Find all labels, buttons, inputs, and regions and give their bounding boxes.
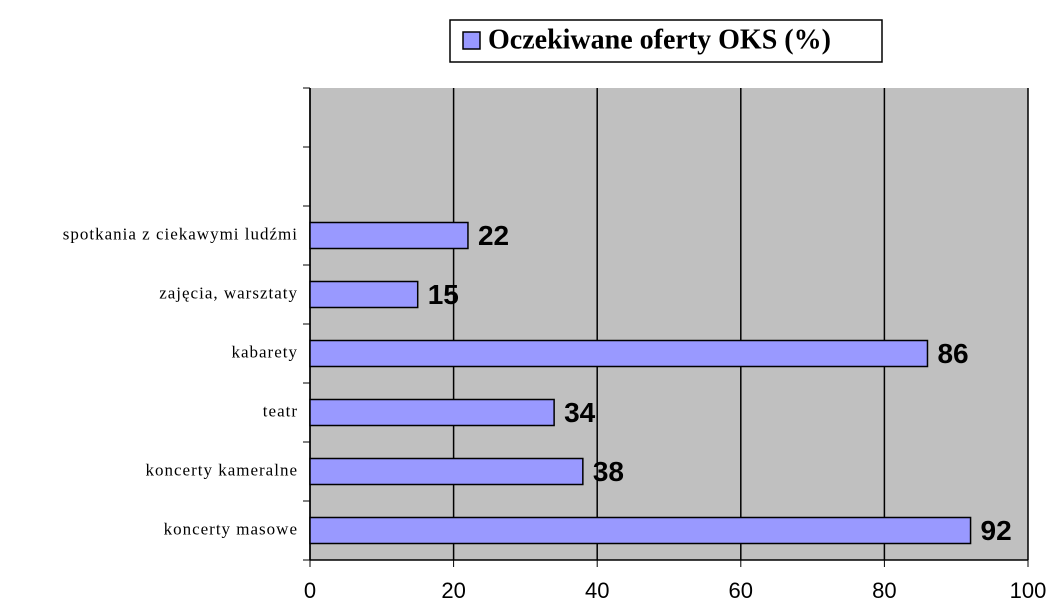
y-tick-label: koncerty masowe [164, 519, 298, 538]
data-label: 34 [564, 397, 596, 428]
y-tick-label: koncerty kameralne [145, 460, 298, 479]
legend-label: Oczekiwane oferty OKS (%) [488, 24, 831, 55]
legend-swatch [462, 31, 481, 50]
x-tick-label: 80 [872, 578, 896, 603]
x-tick-label: 60 [729, 578, 753, 603]
x-tick-label: 20 [441, 578, 465, 603]
data-label: 15 [428, 279, 459, 310]
legend-box [449, 19, 883, 63]
bar [309, 339, 929, 368]
data-label: 22 [478, 220, 509, 251]
x-tick-label: 0 [304, 578, 316, 603]
y-tick-label: kabarety [231, 342, 298, 361]
bar [309, 280, 419, 309]
data-label: 92 [981, 515, 1012, 546]
bar [309, 398, 555, 427]
data-label: 86 [937, 338, 968, 369]
x-tick-label: 100 [1010, 578, 1047, 603]
y-tick-label: zajęcia, warsztaty [159, 283, 298, 302]
y-tick-label: teatr [263, 401, 298, 420]
plot-area [310, 88, 1028, 560]
bar [309, 457, 584, 486]
bar [309, 516, 972, 545]
x-tick-label: 40 [585, 578, 609, 603]
bar [309, 221, 469, 250]
y-tick-label: spotkania z ciekawymi ludźmi [63, 224, 298, 243]
data-label: 38 [593, 456, 624, 487]
